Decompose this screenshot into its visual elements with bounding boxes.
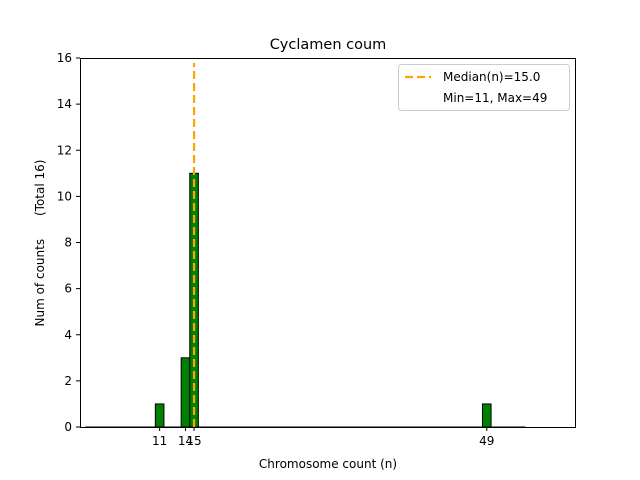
y-axis-label: Num of counts (Total 16) [33, 160, 47, 327]
y-tick-label: 10 [57, 189, 72, 203]
histogram-bar [481, 403, 492, 428]
x-tick-label: 49 [479, 434, 494, 448]
y-tick-label: 8 [64, 236, 72, 250]
chart-title: Cyclamen coum [270, 37, 387, 53]
x-tick-label: 15 [186, 434, 201, 448]
legend-box [398, 64, 570, 111]
y-tick-label: 2 [64, 374, 72, 388]
plot-frame [80, 58, 576, 428]
x-axis-label: Chromosome count (n) [259, 457, 397, 471]
legend-entry-range: Min=11, Max=49 [443, 91, 547, 105]
legend: Median(n)=15.0 Min=11, Max=49 [398, 64, 570, 111]
y-tick-label: 16 [57, 51, 72, 65]
legend-entry-median: Median(n)=15.0 [443, 70, 540, 84]
x-tick-label: 14 [178, 434, 193, 448]
histogram-bar [154, 403, 165, 428]
y-tick-label: 12 [57, 143, 72, 157]
y-axis-ticks: 0 2 4 6 8 10 12 14 16 [57, 51, 80, 434]
x-tick-label: 11 [152, 434, 167, 448]
y-tick-label: 14 [57, 97, 72, 111]
y-tick-label: 6 [64, 282, 72, 296]
histogram-bar [180, 357, 191, 428]
y-tick-label: 0 [64, 420, 72, 434]
y-tick-label: 4 [64, 328, 72, 342]
